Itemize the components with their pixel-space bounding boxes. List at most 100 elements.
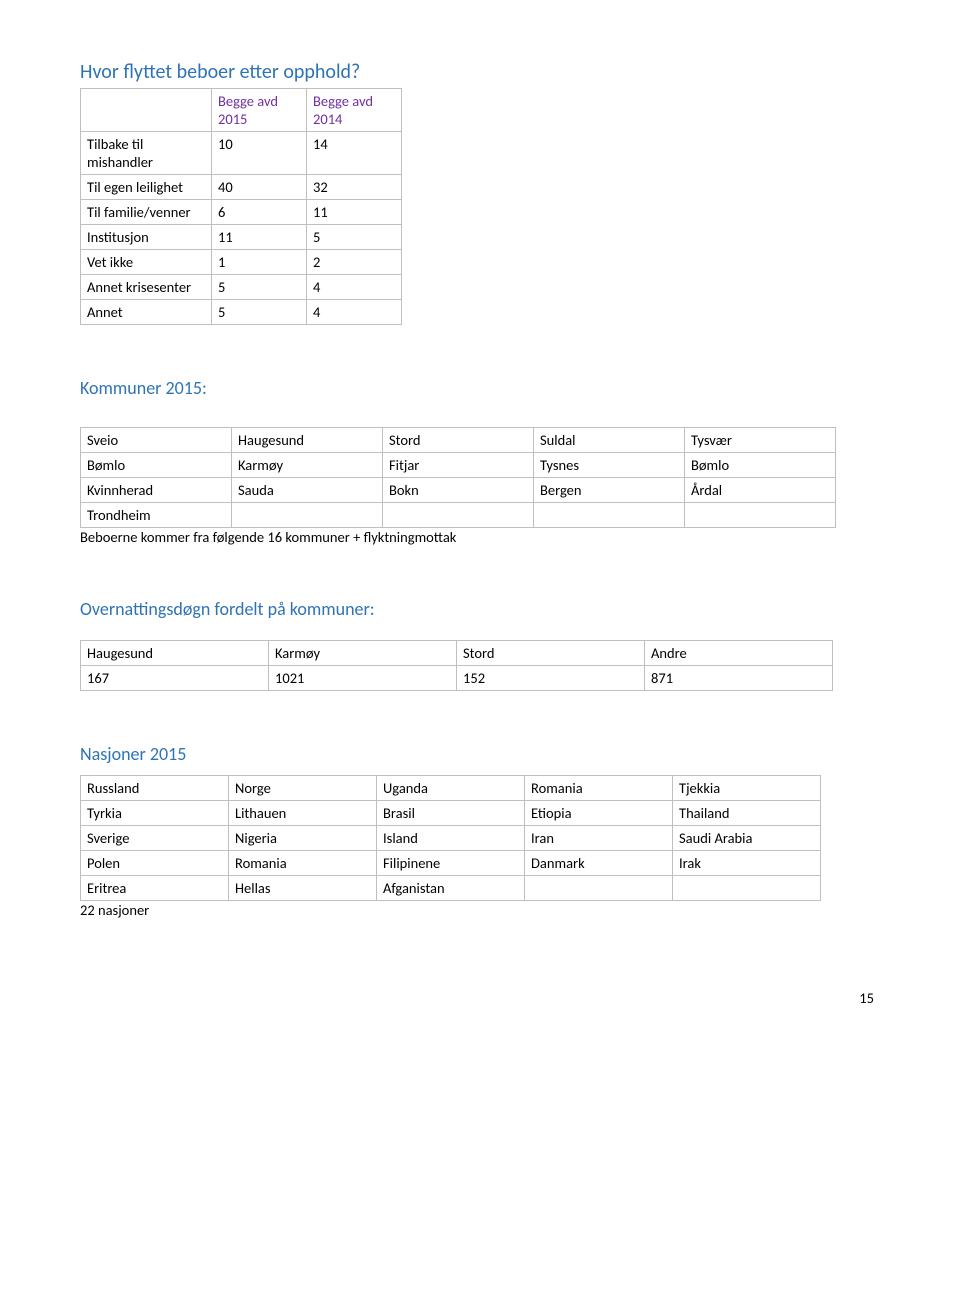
table-row: Begge avd 2015 Begge avd 2014	[81, 89, 402, 132]
kommuner-note: Beboerne kommer fra følgende 16 kommuner…	[80, 528, 880, 546]
cell: 2	[307, 250, 402, 275]
cell: Bokn	[383, 478, 534, 503]
cell: Til egen leilighet	[81, 175, 212, 200]
table-row: Til egen leilighet 40 32	[81, 175, 402, 200]
table-row: Tilbake til mishandler 10 14	[81, 132, 402, 175]
cell: Danmark	[525, 851, 673, 876]
cell: 5	[307, 225, 402, 250]
table-kommuner: Sveio Haugesund Stord Suldal Tysvær Bøml…	[80, 427, 836, 528]
cell: 1021	[269, 666, 457, 691]
cell: Etiopia	[525, 801, 673, 826]
cell: Stord	[383, 428, 534, 453]
cell: Til familie/venner	[81, 200, 212, 225]
cell: Annet	[81, 300, 212, 325]
cell: Kvinnherad	[81, 478, 232, 503]
heading-overnatt: Overnattingsdøgn fordelt på kommuner:	[80, 598, 880, 620]
table-where-moved: Begge avd 2015 Begge avd 2014 Tilbake ti…	[80, 88, 402, 325]
table-row: Polen Romania Filipinene Danmark Irak	[81, 851, 821, 876]
nasjoner-note: 22 nasjoner	[80, 901, 880, 919]
heading-nasjoner: Nasjoner 2015	[80, 743, 880, 765]
cell: 14	[307, 132, 402, 175]
cell: Filipinene	[377, 851, 525, 876]
cell: Thailand	[673, 801, 821, 826]
cell: Trondheim	[81, 503, 232, 528]
cell: Haugesund	[232, 428, 383, 453]
cell: 1	[212, 250, 307, 275]
cell: 5	[212, 300, 307, 325]
table-row: Tyrkia Lithauen Brasil Etiopia Thailand	[81, 801, 821, 826]
cell	[673, 876, 821, 901]
cell: Hellas	[229, 876, 377, 901]
cell: Vet ikke	[81, 250, 212, 275]
cell	[685, 503, 836, 528]
cell	[525, 876, 673, 901]
table-row: Russland Norge Uganda Romania Tjekkia	[81, 776, 821, 801]
heading-where-moved: Hvor flyttet beboer etter opphold?	[80, 60, 880, 84]
cell: 10	[212, 132, 307, 175]
cell: 5	[212, 275, 307, 300]
cell: Nigeria	[229, 826, 377, 851]
cell: Saudi Arabia	[673, 826, 821, 851]
cell: Tjekkia	[673, 776, 821, 801]
cell: Brasil	[377, 801, 525, 826]
cell: Begge avd 2014	[307, 89, 402, 132]
cell: 32	[307, 175, 402, 200]
cell: Eritrea	[81, 876, 229, 901]
cell: Tilbake til mishandler	[81, 132, 212, 175]
cell: Sveio	[81, 428, 232, 453]
cell: Karmøy	[232, 453, 383, 478]
cell: Haugesund	[81, 641, 269, 666]
cell	[232, 503, 383, 528]
heading-kommuner: Kommuner 2015:	[80, 377, 880, 399]
cell: Romania	[525, 776, 673, 801]
table-row: Til familie/venner 6 11	[81, 200, 402, 225]
table-row: Institusjon 11 5	[81, 225, 402, 250]
cell: Lithauen	[229, 801, 377, 826]
cell: Annet krisesenter	[81, 275, 212, 300]
table-row: Annet 5 4	[81, 300, 402, 325]
cell: 4	[307, 275, 402, 300]
cell: Norge	[229, 776, 377, 801]
cell: 11	[212, 225, 307, 250]
cell: Karmøy	[269, 641, 457, 666]
cell: 871	[645, 666, 833, 691]
cell	[81, 89, 212, 132]
cell: Polen	[81, 851, 229, 876]
cell: Bømlo	[685, 453, 836, 478]
cell	[383, 503, 534, 528]
table-row: Sveio Haugesund Stord Suldal Tysvær	[81, 428, 836, 453]
cell: Bergen	[534, 478, 685, 503]
cell: Bømlo	[81, 453, 232, 478]
cell: Russland	[81, 776, 229, 801]
cell: Institusjon	[81, 225, 212, 250]
table-nasjoner: Russland Norge Uganda Romania Tjekkia Ty…	[80, 775, 821, 901]
cell: Iran	[525, 826, 673, 851]
cell: 40	[212, 175, 307, 200]
cell: 4	[307, 300, 402, 325]
table-row: Bømlo Karmøy Fitjar Tysnes Bømlo	[81, 453, 836, 478]
cell: Afganistan	[377, 876, 525, 901]
table-overnatt: Haugesund Karmøy Stord Andre 167 1021 15…	[80, 640, 833, 691]
table-row: Annet krisesenter 5 4	[81, 275, 402, 300]
table-row: Haugesund Karmøy Stord Andre	[81, 641, 833, 666]
cell: 11	[307, 200, 402, 225]
cell: Tyrkia	[81, 801, 229, 826]
cell: Fitjar	[383, 453, 534, 478]
cell: Sverige	[81, 826, 229, 851]
table-row: Trondheim	[81, 503, 836, 528]
cell: Årdal	[685, 478, 836, 503]
cell: 167	[81, 666, 269, 691]
table-row: Vet ikke 1 2	[81, 250, 402, 275]
cell	[534, 503, 685, 528]
cell: Irak	[673, 851, 821, 876]
cell: Tysvær	[685, 428, 836, 453]
cell: Tysnes	[534, 453, 685, 478]
cell: 152	[457, 666, 645, 691]
table-row: 167 1021 152 871	[81, 666, 833, 691]
cell: Begge avd 2015	[212, 89, 307, 132]
cell: Romania	[229, 851, 377, 876]
cell: Uganda	[377, 776, 525, 801]
cell: Stord	[457, 641, 645, 666]
page-number: 15	[80, 989, 880, 1007]
cell: 6	[212, 200, 307, 225]
